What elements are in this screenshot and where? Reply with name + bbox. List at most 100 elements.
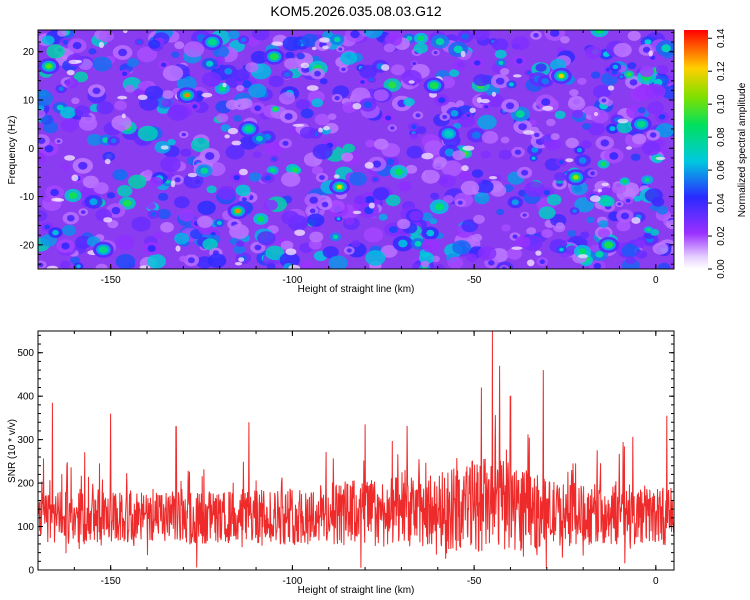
heatmap-blob: [601, 196, 615, 207]
heatmap-blob-core: [539, 259, 545, 265]
heatmap-blob: [645, 83, 666, 100]
heatmap-blob: [433, 263, 445, 269]
heatmap-low-patch: [565, 158, 574, 163]
heatmap-hotspot: [209, 40, 215, 45]
heatmap-blob-core: [118, 48, 128, 57]
heatmap-blob-core: [314, 70, 321, 77]
heatmap-blob: [207, 253, 227, 268]
heatmap-blob-core: [522, 213, 527, 217]
heatmap-blob: [633, 195, 642, 202]
heatmap-blob-core: [433, 51, 438, 55]
heatmap-blob-core: [388, 81, 397, 89]
heatmap-blob-core: [369, 77, 374, 82]
heatmap-blob: [378, 213, 388, 221]
heatmap-low-patch: [238, 257, 245, 262]
heatmap-blob-core: [488, 260, 495, 266]
heatmap-blob: [647, 101, 665, 115]
heatmap-blob: [106, 192, 116, 199]
heatmap-blob: [587, 122, 606, 136]
heatmap-blob: [472, 233, 483, 242]
heatmap-blob-core: [526, 71, 531, 75]
heatmap-blob: [409, 210, 423, 222]
heatmap-low-patch: [300, 62, 310, 69]
heatmap-blob-core: [338, 47, 343, 51]
heatmap-blob: [466, 253, 478, 263]
heatmap-blob: [584, 46, 602, 60]
heatmap-blob-core: [484, 105, 489, 109]
heatmap-blob-core: [284, 113, 293, 120]
heatmap-blob: [311, 98, 324, 108]
heatmap-blob: [111, 115, 132, 131]
colorbar-gradient: [684, 30, 708, 269]
heatmap-blob: [390, 64, 405, 76]
heatmap-hotspot: [337, 184, 343, 189]
heatmap-blob-core: [414, 240, 422, 247]
heatmap-blob-core: [625, 198, 631, 203]
heatmap-blob: [456, 100, 465, 107]
heatmap-blob: [300, 108, 314, 119]
heatmap-blob: [38, 90, 54, 107]
heatmap-blob-core: [531, 156, 536, 160]
heatmap-blob: [541, 229, 553, 238]
heatmap-low-patch: [104, 158, 111, 165]
heatmap-blob: [421, 169, 440, 184]
heatmap-blob: [655, 64, 669, 75]
y-tick-label: 20: [23, 47, 35, 58]
heatmap-blob-core: [426, 229, 435, 237]
heatmap-blob: [60, 118, 79, 133]
heatmap-blob: [190, 137, 210, 153]
heatmap-low-patch: [103, 217, 113, 223]
heatmap-blob: [38, 210, 48, 222]
x-tick-label: -100: [282, 576, 302, 587]
heatmap-low-patch: [318, 127, 323, 133]
heatmap-blob: [60, 163, 70, 171]
colorbar-label: Normalized spectral amplitude: [737, 82, 748, 217]
heatmap-blob-core: [629, 79, 638, 86]
heatmap-blob: [637, 107, 646, 114]
heatmap-blob-core: [435, 38, 445, 46]
heatmap-blob: [590, 71, 601, 79]
heatmap-blob: [78, 116, 98, 131]
heatmap-blob-core: [620, 212, 630, 220]
heatmap-blob-core: [233, 175, 240, 181]
heatmap-low-patch: [381, 64, 390, 71]
heatmap-blob-core: [200, 167, 209, 174]
heatmap-cells: [38, 30, 674, 269]
heatmap-low-patch: [319, 37, 330, 43]
heatmap-blob: [281, 172, 301, 187]
heatmap-hotspot: [446, 131, 452, 136]
heatmap-blob-core: [541, 78, 549, 85]
heatmap-low-patch: [607, 85, 615, 91]
heatmap-blob: [627, 30, 641, 41]
heatmap-blob: [115, 253, 136, 269]
snr-frame: [37, 330, 675, 571]
heatmap-low-patch: [594, 112, 598, 116]
heatmap-blob: [312, 144, 333, 160]
heatmap-blob: [229, 224, 249, 240]
heatmap-blob: [328, 200, 345, 213]
heatmap-blob: [206, 185, 217, 194]
heatmap-blob: [280, 240, 294, 251]
heatmap-blob: [526, 227, 537, 235]
heatmap-blob-core: [254, 244, 262, 251]
heatmap-low-patch: [170, 180, 176, 188]
heatmap-low-patch: [542, 105, 554, 111]
heatmap-blob: [351, 240, 361, 248]
heatmap-blob-core: [110, 138, 117, 144]
heatmap-low-patch: [68, 59, 80, 65]
heatmap-blob-core: [61, 242, 70, 250]
y-tick-label: -20: [20, 240, 35, 251]
heatmap-blob: [71, 97, 80, 105]
heatmap-blob-core: [321, 201, 329, 208]
heatmap-blob-core: [506, 102, 515, 110]
colorbar-tick-label: 0.02: [716, 226, 727, 246]
x-tick-label: -50: [467, 275, 482, 286]
heatmap-blob-core: [595, 30, 604, 34]
heatmap-blob: [88, 48, 97, 55]
heatmap-hotspot: [431, 83, 437, 88]
heatmap-blob-core: [644, 177, 650, 183]
heatmap-blob-core: [543, 189, 550, 196]
heatmap-blob: [616, 220, 631, 232]
heatmap-low-patch: [117, 95, 128, 100]
